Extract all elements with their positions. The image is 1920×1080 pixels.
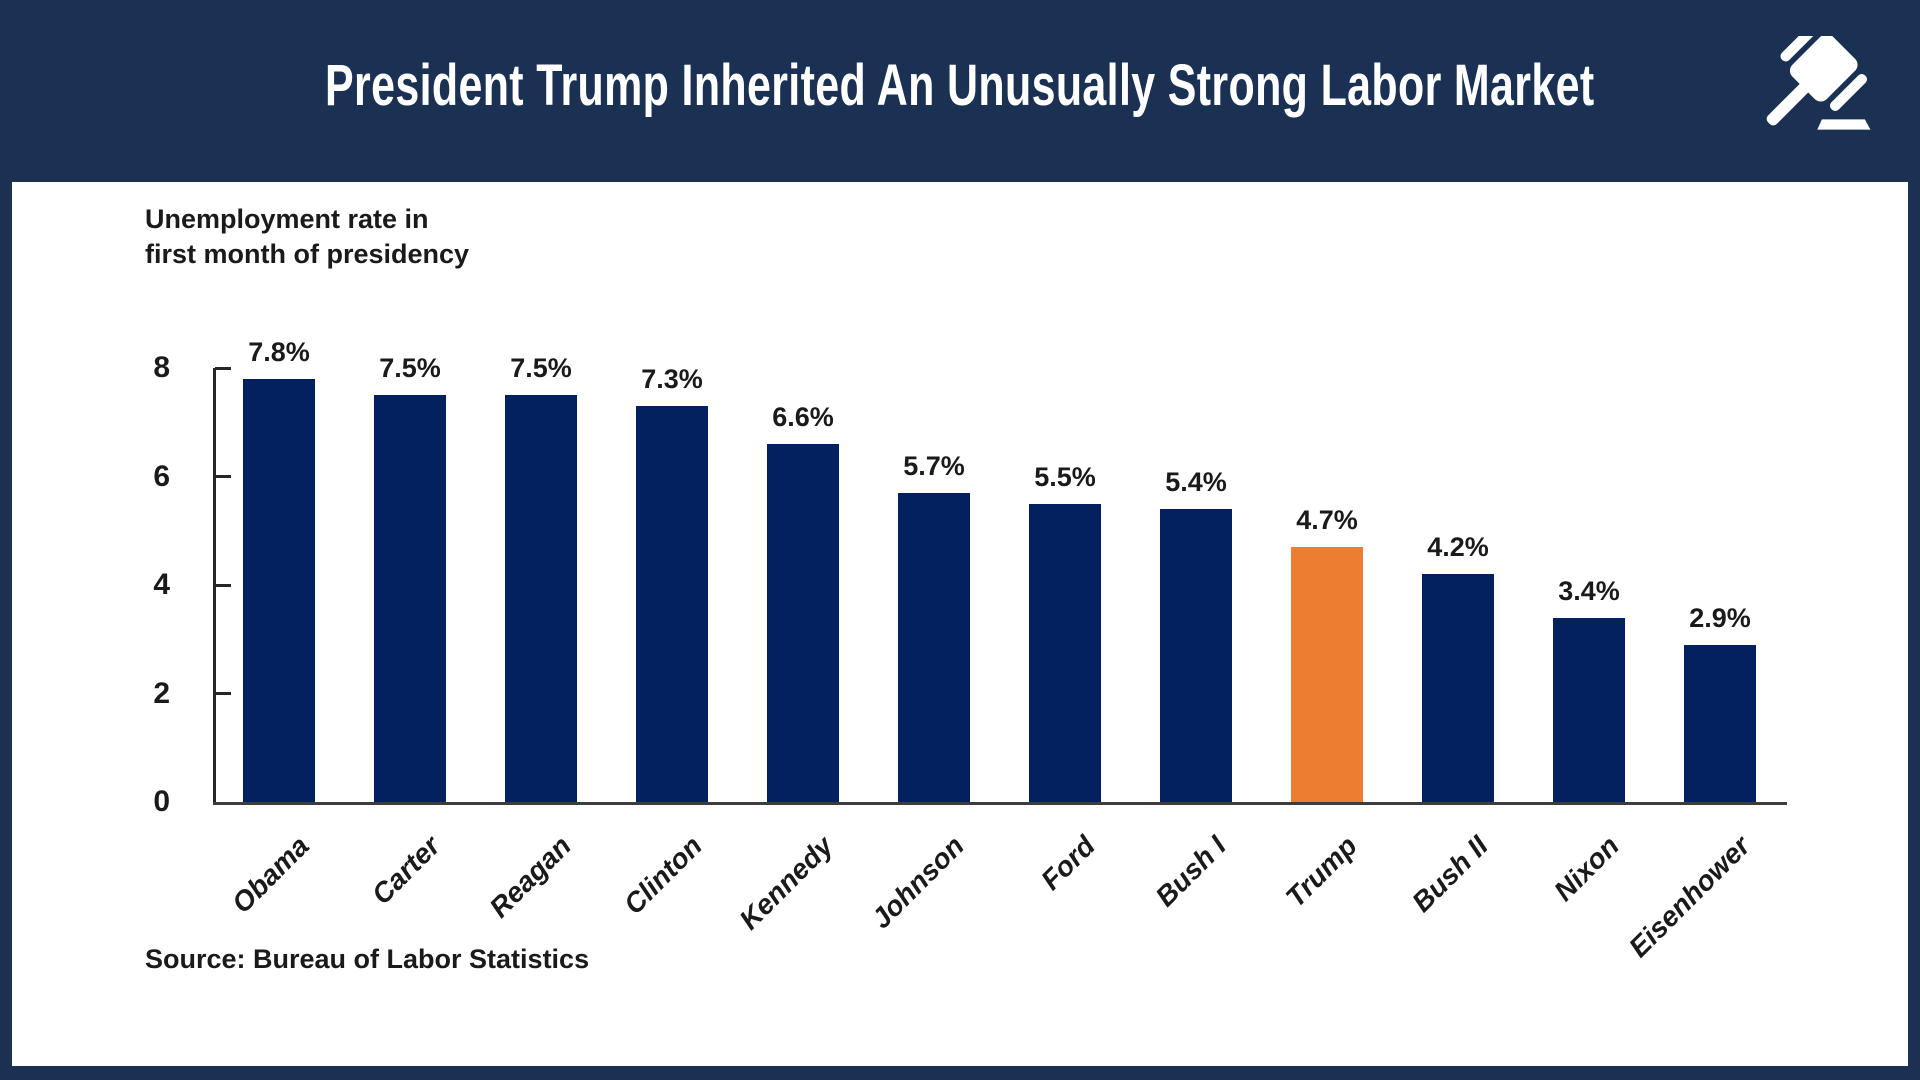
y-tick-label-6: 6 (153, 459, 170, 493)
y-tick-2 (215, 692, 231, 695)
y-tick-8 (215, 366, 231, 370)
x-axis (213, 802, 1787, 805)
y-tick-label-8: 8 (153, 351, 170, 384)
bar-ford (1029, 503, 1101, 802)
value-label-johnson: 5.7% (903, 450, 965, 481)
y-axis (213, 368, 216, 805)
y-tick-label-2: 2 (153, 676, 170, 710)
value-label-carter: 7.5% (379, 353, 441, 384)
y-tick-label-0: 0 (153, 785, 170, 818)
gavel-icon (1766, 36, 1871, 130)
value-label-trump: 4.7% (1296, 505, 1358, 536)
bar-johnson (898, 492, 970, 802)
chart-subtitle-line1: Unemployment rate in (145, 204, 429, 234)
bar-kennedy (767, 443, 839, 802)
chart-subtitle-line2: first month of presidency (145, 239, 470, 269)
value-label-bush-ii: 4.2% (1427, 532, 1489, 563)
header-band: President Trump Inherited An Unusually S… (0, 0, 1920, 182)
value-label-obama: 7.8% (248, 336, 310, 367)
value-label-nixon: 3.4% (1558, 575, 1620, 606)
bar-bush-ii (1422, 574, 1494, 802)
bar-carter (374, 395, 446, 802)
value-label-kennedy: 6.6% (772, 401, 834, 432)
bar-obama (243, 378, 315, 802)
bar-bush-i (1160, 509, 1232, 802)
value-label-bush-i: 5.4% (1165, 467, 1227, 498)
y-tick-label-4: 4 (153, 568, 170, 601)
bar-reagan (505, 395, 577, 802)
chart-subtitle: Unemployment rate in first month of pres… (145, 202, 469, 272)
value-label-eisenhower: 2.9% (1689, 602, 1751, 633)
source-note: Source: Bureau of Labor Statistics (145, 944, 590, 974)
value-label-ford: 5.5% (1034, 461, 1096, 492)
bar-clinton (636, 405, 708, 802)
y-tick-6 (215, 475, 231, 478)
bar-trump (1291, 547, 1363, 802)
chart-card: Unemployment rate in first month of pres… (12, 182, 1908, 1066)
page-title: President Trump Inherited An Unusually S… (325, 52, 1595, 118)
value-label-reagan: 7.5% (510, 353, 572, 384)
bar-nixon (1553, 617, 1625, 802)
bar-eisenhower (1684, 644, 1756, 802)
value-label-clinton: 7.3% (641, 363, 703, 394)
y-tick-4 (215, 583, 231, 587)
bar-chart: 0 2 4 6 8 7.8% Obama 7.5% Carter 7.5% Reagan 7.3% Cl… (12, 182, 1908, 1066)
